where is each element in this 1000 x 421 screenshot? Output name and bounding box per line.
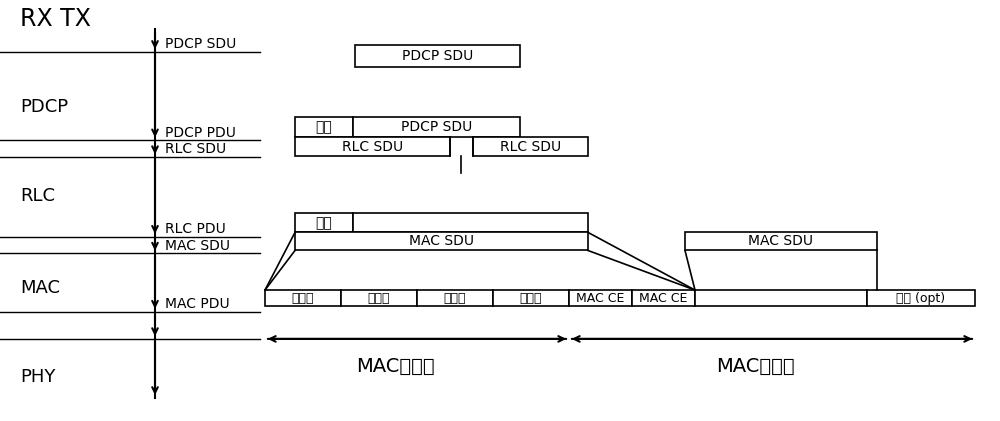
Text: RLC SDU: RLC SDU bbox=[165, 142, 226, 157]
Text: 子包头: 子包头 bbox=[444, 292, 466, 304]
Text: MAC PDU: MAC PDU bbox=[165, 297, 230, 311]
Bar bbox=[685, 232, 877, 250]
Bar bbox=[867, 290, 975, 306]
Bar bbox=[295, 232, 588, 250]
Text: MAC层负荷: MAC层负荷 bbox=[716, 357, 794, 376]
Text: PDCP SDU: PDCP SDU bbox=[402, 49, 473, 64]
Text: RLC: RLC bbox=[20, 187, 55, 205]
Bar bbox=[417, 290, 493, 306]
Text: MAC CE: MAC CE bbox=[639, 292, 688, 304]
Bar bbox=[632, 290, 695, 306]
Bar bbox=[569, 290, 632, 306]
Bar bbox=[295, 137, 450, 156]
Bar bbox=[473, 137, 588, 156]
Text: MAC层包头: MAC层包头 bbox=[356, 357, 434, 376]
Bar bbox=[295, 117, 353, 137]
Bar bbox=[353, 213, 588, 232]
Text: PHY: PHY bbox=[20, 368, 55, 386]
Bar bbox=[695, 290, 867, 306]
Text: RLC PDU: RLC PDU bbox=[165, 222, 226, 237]
Text: PDCP SDU: PDCP SDU bbox=[165, 37, 236, 51]
Bar bbox=[355, 45, 520, 67]
Text: 子包头: 子包头 bbox=[368, 292, 390, 304]
Text: MAC SDU: MAC SDU bbox=[748, 234, 814, 248]
Bar bbox=[265, 290, 341, 306]
Text: PDCP PDU: PDCP PDU bbox=[165, 125, 236, 140]
Text: MAC SDU: MAC SDU bbox=[409, 234, 474, 248]
Text: RLC SDU: RLC SDU bbox=[500, 139, 561, 154]
Text: 包头: 包头 bbox=[316, 216, 332, 230]
Text: 子包头: 子包头 bbox=[292, 292, 314, 304]
Bar bbox=[341, 290, 417, 306]
Text: 附加 (opt): 附加 (opt) bbox=[896, 292, 946, 304]
Text: PDCP: PDCP bbox=[20, 99, 68, 116]
Bar bbox=[295, 213, 353, 232]
Text: RLC SDU: RLC SDU bbox=[342, 139, 403, 154]
Text: RX TX: RX TX bbox=[20, 7, 91, 31]
Bar bbox=[353, 117, 520, 137]
Text: MAC CE: MAC CE bbox=[576, 292, 625, 304]
Text: 子包头: 子包头 bbox=[520, 292, 542, 304]
Text: 包头: 包头 bbox=[316, 120, 332, 134]
Text: MAC: MAC bbox=[20, 280, 60, 297]
Text: MAC SDU: MAC SDU bbox=[165, 239, 230, 253]
Text: PDCP SDU: PDCP SDU bbox=[401, 120, 472, 134]
Bar bbox=[493, 290, 569, 306]
